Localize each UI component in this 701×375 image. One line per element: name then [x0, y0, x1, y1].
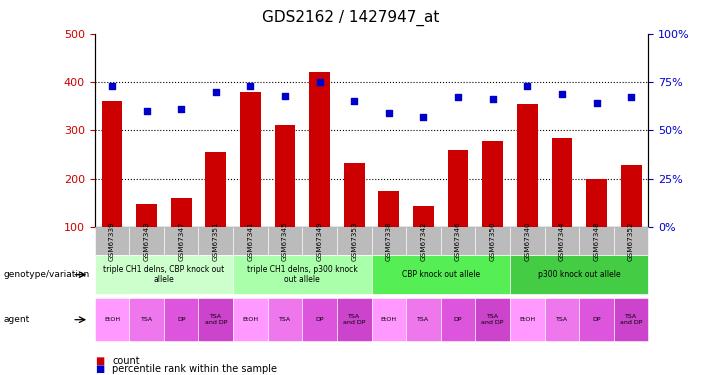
Text: GSM67344: GSM67344 — [559, 221, 565, 261]
Text: EtOH: EtOH — [519, 317, 536, 322]
Text: GSM67349: GSM67349 — [317, 221, 322, 261]
Text: ■: ■ — [95, 364, 104, 374]
Text: DP: DP — [315, 317, 324, 322]
Bar — [448, 150, 468, 227]
Text: GSM67342: GSM67342 — [421, 221, 426, 261]
Bar — [379, 190, 400, 227]
Text: GSM67348: GSM67348 — [594, 221, 599, 261]
Text: TSA
and DP: TSA and DP — [620, 314, 642, 325]
Text: TSA
and DP: TSA and DP — [343, 314, 365, 325]
Point — [175, 106, 186, 112]
Text: p300 knock out allele: p300 knock out allele — [538, 270, 620, 279]
Bar — [517, 104, 538, 227]
Point — [107, 83, 118, 89]
Bar — [102, 101, 123, 227]
Point — [280, 93, 291, 99]
Bar — [413, 206, 434, 227]
Text: agent: agent — [4, 315, 29, 324]
Text: DP: DP — [592, 317, 601, 322]
Text: count: count — [112, 356, 139, 366]
Point — [383, 110, 395, 116]
Point — [314, 79, 325, 85]
Point — [557, 91, 568, 97]
Text: GSM67343: GSM67343 — [144, 221, 149, 261]
Bar — [136, 204, 157, 227]
Text: GSM67353: GSM67353 — [351, 221, 358, 261]
Text: TSA: TSA — [140, 317, 153, 322]
Text: TSA: TSA — [417, 317, 430, 322]
Point — [418, 114, 429, 120]
Bar — [586, 178, 607, 227]
Point — [348, 98, 360, 104]
Text: GDS2162 / 1427947_at: GDS2162 / 1427947_at — [261, 9, 440, 26]
Text: ■: ■ — [95, 356, 104, 366]
Point — [625, 94, 637, 100]
Text: triple CH1 delns, CBP knock out
allele: triple CH1 delns, CBP knock out allele — [103, 265, 224, 284]
Text: GSM67350: GSM67350 — [490, 221, 496, 261]
Text: TSA: TSA — [556, 317, 568, 322]
Text: GSM67339: GSM67339 — [109, 221, 115, 261]
Text: EtOH: EtOH — [104, 317, 120, 322]
Point — [245, 83, 256, 89]
Text: genotype/variation: genotype/variation — [4, 270, 90, 279]
Bar — [240, 92, 261, 227]
Text: GSM67352: GSM67352 — [628, 221, 634, 261]
Text: GSM67340: GSM67340 — [524, 221, 530, 261]
Text: TSA: TSA — [279, 317, 291, 322]
Point — [487, 96, 498, 102]
Text: GSM67351: GSM67351 — [213, 221, 219, 261]
Text: GSM67341: GSM67341 — [247, 221, 253, 261]
Text: CBP knock out allele: CBP knock out allele — [402, 270, 479, 279]
Text: GSM67345: GSM67345 — [282, 221, 288, 261]
Text: TSA
and DP: TSA and DP — [482, 314, 504, 325]
Bar — [275, 126, 295, 227]
Point — [452, 94, 463, 100]
Text: TSA
and DP: TSA and DP — [205, 314, 227, 325]
Text: GSM67346: GSM67346 — [455, 221, 461, 261]
Text: triple CH1 delns, p300 knock
out allele: triple CH1 delns, p300 knock out allele — [247, 265, 358, 284]
Text: percentile rank within the sample: percentile rank within the sample — [112, 364, 277, 374]
Bar — [482, 141, 503, 227]
Bar — [171, 198, 191, 227]
Text: DP: DP — [177, 317, 186, 322]
Bar — [621, 165, 641, 227]
Point — [141, 108, 152, 114]
Text: EtOH: EtOH — [381, 317, 397, 322]
Text: EtOH: EtOH — [243, 317, 259, 322]
Bar — [205, 152, 226, 227]
Text: GSM67338: GSM67338 — [386, 221, 392, 261]
Bar — [309, 72, 330, 227]
Bar — [344, 163, 365, 227]
Point — [210, 89, 222, 95]
Bar — [552, 138, 572, 227]
Point — [522, 83, 533, 89]
Text: DP: DP — [454, 317, 463, 322]
Text: GSM67347: GSM67347 — [178, 221, 184, 261]
Point — [591, 100, 602, 106]
